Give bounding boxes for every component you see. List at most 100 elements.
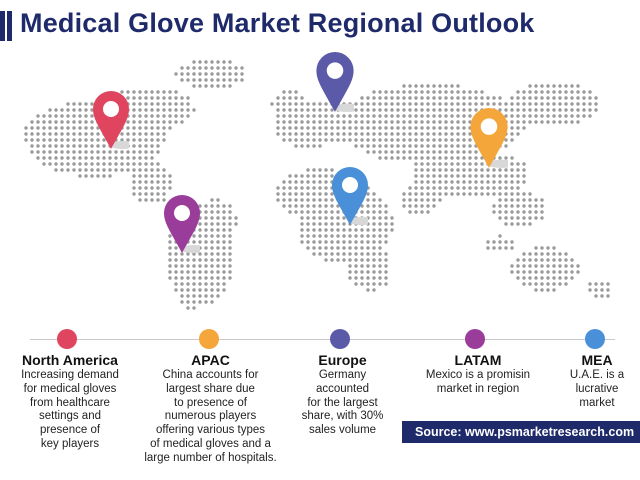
map-dot	[450, 150, 454, 154]
map-dot	[444, 174, 448, 178]
map-dot	[366, 234, 370, 238]
map-dot	[360, 264, 364, 268]
map-dot	[192, 264, 196, 268]
map-dot	[384, 120, 388, 124]
map-dot	[378, 108, 382, 112]
map-dot	[204, 84, 208, 88]
map-dot	[366, 258, 370, 262]
map-dot	[366, 270, 370, 274]
map-dot	[564, 108, 568, 112]
map-dot	[330, 114, 334, 118]
map-dot	[324, 198, 328, 202]
map-dot	[534, 258, 538, 262]
map-dot	[78, 156, 82, 160]
map-dot	[228, 204, 232, 208]
map-dot	[180, 264, 184, 268]
map-dot	[174, 288, 178, 292]
map-dot	[378, 114, 382, 118]
map-dot	[522, 270, 526, 274]
map-dot	[372, 240, 376, 244]
map-dot	[300, 240, 304, 244]
map-dot	[138, 162, 142, 166]
map-dot	[324, 252, 328, 256]
map-dot	[570, 90, 574, 94]
map-dot	[384, 114, 388, 118]
map-dot	[456, 126, 460, 130]
map-dot	[408, 198, 412, 202]
map-dot	[120, 138, 124, 142]
map-dot	[534, 108, 538, 112]
map-dot	[48, 108, 52, 112]
map-dot	[174, 282, 178, 286]
map-dot	[534, 90, 538, 94]
map-dot	[504, 144, 508, 148]
map-dot	[204, 222, 208, 226]
map-dot	[198, 204, 202, 208]
map-dot	[288, 96, 292, 100]
map-dot	[528, 120, 532, 124]
map-dot	[36, 150, 40, 154]
map-dot	[30, 126, 34, 130]
map-dot	[444, 120, 448, 124]
map-dot	[414, 126, 418, 130]
map-dot	[174, 258, 178, 262]
region-europe: Europe Germany accounted for the largest sh…	[290, 352, 395, 438]
map-dot	[288, 186, 292, 190]
map-dot	[174, 114, 178, 118]
map-dot	[564, 120, 568, 124]
map-dot	[300, 180, 304, 184]
map-dot	[126, 150, 130, 154]
map-dot	[330, 210, 334, 214]
map-dot	[294, 114, 298, 118]
map-dot	[66, 168, 70, 172]
map-dot	[66, 150, 70, 154]
map-dot	[414, 198, 418, 202]
map-dot	[516, 96, 520, 100]
map-dot	[432, 186, 436, 190]
map-dot	[162, 174, 166, 178]
map-dot	[216, 288, 220, 292]
map-dot	[420, 204, 424, 208]
map-dot	[426, 90, 430, 94]
map-pin-icon-north-america	[93, 91, 129, 149]
map-dot	[354, 282, 358, 286]
map-dot	[294, 144, 298, 148]
map-dot	[186, 294, 190, 298]
map-dot	[210, 246, 214, 250]
map-dot	[114, 162, 118, 166]
map-dot	[576, 120, 580, 124]
map-dot	[300, 186, 304, 190]
map-dot	[318, 102, 322, 106]
map-dot	[366, 282, 370, 286]
map-dot	[540, 210, 544, 214]
map-dot	[282, 120, 286, 124]
map-dot	[456, 114, 460, 118]
map-dot	[528, 252, 532, 256]
map-dot	[558, 90, 562, 94]
map-dot	[408, 138, 412, 142]
map-dot	[516, 276, 520, 280]
map-dot	[528, 270, 532, 274]
map-dot	[378, 276, 382, 280]
map-dot	[90, 156, 94, 160]
map-dot	[60, 162, 64, 166]
map-dot	[408, 204, 412, 208]
map-dot	[372, 252, 376, 256]
region-description: U.A.E. is a lucrative market	[569, 369, 625, 409]
map-dot	[186, 102, 190, 106]
map-dot	[294, 138, 298, 142]
map-dot	[36, 156, 40, 160]
map-dot	[54, 132, 58, 136]
map-dot	[456, 156, 460, 160]
map-dot	[138, 108, 142, 112]
map-dot	[414, 174, 418, 178]
map-dot	[444, 102, 448, 106]
map-dot	[36, 126, 40, 130]
map-dot	[528, 216, 532, 220]
map-dot	[450, 108, 454, 112]
map-dot	[144, 144, 148, 148]
map-dot	[204, 300, 208, 304]
map-dot	[432, 192, 436, 196]
map-dot	[552, 114, 556, 118]
map-dot	[462, 144, 466, 148]
